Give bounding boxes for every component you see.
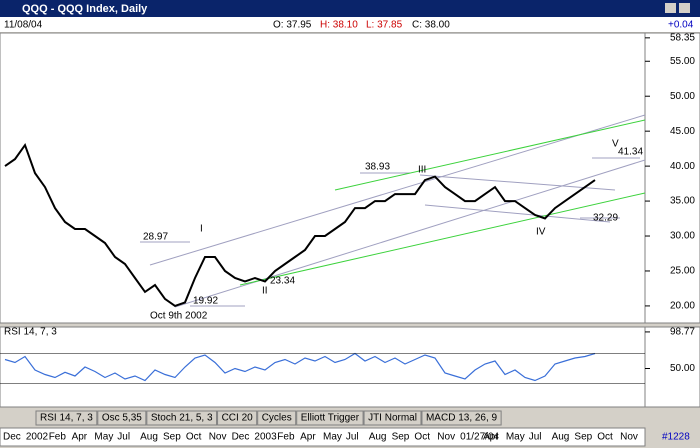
tab bbox=[421, 410, 502, 426]
minimize-button[interactable] bbox=[665, 3, 676, 13]
timeline-label: Apr bbox=[72, 432, 88, 443]
date: 11/08/04 bbox=[4, 20, 43, 31]
y-tick-label: 35.00 bbox=[670, 196, 695, 207]
high: H: 38.10 bbox=[320, 20, 358, 31]
tab bbox=[217, 410, 258, 426]
timeline-label: Sep bbox=[163, 432, 181, 443]
close: C: 38.00 bbox=[412, 20, 450, 31]
timeline-label: Oct bbox=[414, 432, 430, 443]
price-axis bbox=[644, 32, 700, 324]
wave-iv-lower bbox=[424, 204, 611, 223]
low: L: 37.85 bbox=[366, 20, 403, 31]
tab-label[interactable]: Stoch 21, 5, 3 bbox=[151, 413, 213, 424]
green-channel bbox=[239, 119, 646, 286]
timeline-label: Jul bbox=[346, 432, 359, 443]
y-tick-label: 55.00 bbox=[670, 56, 695, 67]
y-tick-label: 45.00 bbox=[670, 126, 695, 137]
timeline-label: May bbox=[94, 432, 113, 443]
timeline-bar bbox=[0, 427, 646, 447]
timeline-label: 2003 bbox=[254, 432, 277, 443]
tab bbox=[257, 410, 297, 426]
tab bbox=[363, 410, 422, 426]
timeline-label: Nov bbox=[209, 432, 227, 443]
timeline-label: May bbox=[323, 432, 342, 443]
annotation: IV bbox=[536, 227, 546, 238]
tab-label[interactable]: Elliott Trigger bbox=[301, 413, 360, 424]
y-tick-label: 30.00 bbox=[670, 231, 695, 242]
tab bbox=[296, 410, 364, 426]
annotation: 32.29 bbox=[593, 213, 618, 224]
annotation: 41.34 bbox=[618, 147, 643, 158]
tab-label[interactable]: Cycles bbox=[262, 413, 292, 424]
timeline-label: Jul bbox=[117, 432, 130, 443]
annotation: V bbox=[612, 139, 619, 150]
timeline-label: 2002 bbox=[26, 432, 49, 443]
timeline-label: Oct bbox=[186, 432, 202, 443]
y-tick-label: 20.00 bbox=[670, 301, 695, 312]
timeline-label: Feb bbox=[49, 432, 67, 443]
timeline-label: Aug bbox=[552, 432, 570, 443]
timeline-label: Sep bbox=[574, 432, 592, 443]
tab-label[interactable]: RSI 14, 7, 3 bbox=[40, 413, 93, 424]
annotation: 28.97 bbox=[143, 232, 168, 243]
y-tick-label: 58.35 bbox=[670, 32, 695, 43]
rsi-axis bbox=[644, 326, 700, 408]
annotation: 38.93 bbox=[365, 162, 390, 173]
green-lower bbox=[239, 192, 646, 286]
annotation: I bbox=[200, 224, 203, 235]
timeline-label: Nov bbox=[620, 432, 638, 443]
open: O: 37.95 bbox=[273, 20, 312, 31]
annotation: II bbox=[262, 286, 268, 297]
timeline-label: 01/27/04 bbox=[460, 432, 499, 443]
tab bbox=[35, 410, 98, 426]
y-tick-label: 50.00 bbox=[670, 363, 695, 374]
info-bar bbox=[0, 17, 700, 32]
timeline-label: Aug bbox=[140, 432, 158, 443]
wave-iv-upper bbox=[419, 174, 616, 191]
bar-count: #1228 bbox=[662, 432, 690, 443]
green-upper bbox=[334, 119, 646, 191]
window-title: QQQ - QQQ Index, Daily bbox=[22, 3, 148, 15]
series-line bbox=[4, 352, 596, 382]
timeline-label: Apr bbox=[300, 432, 316, 443]
tab-label[interactable]: Osc 5,35 bbox=[102, 413, 142, 424]
annotation: Oct 9th 2002 bbox=[150, 311, 208, 322]
change: +0.04 bbox=[668, 20, 694, 31]
rsi-panel bbox=[0, 326, 646, 408]
tab-label[interactable]: MACD 13, 26, 9 bbox=[426, 413, 498, 424]
panel-title: RSI 14, 7, 3 bbox=[4, 327, 57, 338]
timeline-label: Dec bbox=[3, 432, 21, 443]
tab-label[interactable]: CCI 20 bbox=[222, 413, 254, 424]
y-tick-label: 25.00 bbox=[670, 266, 695, 277]
timeline-label: May bbox=[506, 432, 525, 443]
close-button[interactable] bbox=[679, 3, 690, 13]
channel-lower bbox=[174, 159, 646, 308]
timeline-label: Aug bbox=[369, 432, 387, 443]
tab bbox=[97, 410, 147, 426]
timeline-label: Nov bbox=[437, 432, 455, 443]
title-bar bbox=[0, 0, 700, 17]
y-tick-label: 98.77 bbox=[670, 327, 695, 338]
y-tick-label: 50.00 bbox=[670, 91, 695, 102]
series-line bbox=[4, 142, 596, 308]
tab bbox=[146, 410, 218, 426]
timeline-label: Feb bbox=[277, 432, 295, 443]
annotation: 23.34 bbox=[270, 276, 295, 287]
timeline-label: Oct bbox=[597, 432, 613, 443]
annotation: 19.92 bbox=[193, 296, 218, 307]
tab-label[interactable]: JTI Normal bbox=[368, 413, 417, 424]
channel-upper bbox=[149, 114, 646, 266]
trend-lines bbox=[140, 114, 646, 308]
timeline-label: Jul bbox=[529, 432, 542, 443]
timeline-label: Apr bbox=[483, 432, 499, 443]
y-tick-label: 40.00 bbox=[670, 161, 695, 172]
annotation: III bbox=[418, 165, 426, 176]
price-panel bbox=[0, 32, 646, 324]
timeline-label: Dec bbox=[232, 432, 250, 443]
timeline-label: Sep bbox=[392, 432, 410, 443]
